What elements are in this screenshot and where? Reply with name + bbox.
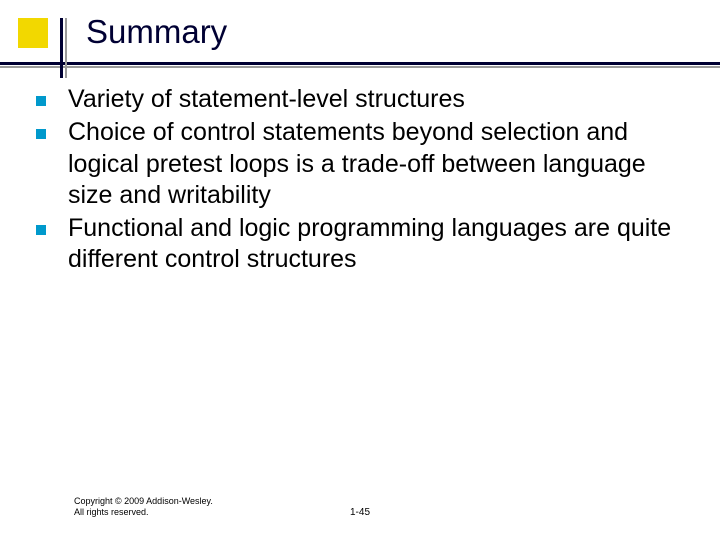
horizontal-rule-gray	[0, 66, 720, 68]
list-item: Variety of statement-level structures	[30, 84, 690, 115]
bullet-text: Choice of control statements beyond sele…	[68, 117, 690, 211]
horizontal-rule-dark	[0, 62, 720, 65]
bullet-square-icon	[36, 96, 46, 106]
vertical-rule-dark	[60, 18, 63, 78]
list-item: Choice of control statements beyond sele…	[30, 117, 690, 211]
bullet-square-icon	[36, 129, 46, 139]
footer-page-number: 1-45	[0, 507, 720, 518]
list-item: Functional and logic programming languag…	[30, 213, 690, 276]
body-area: Variety of statement-level structures Ch…	[30, 84, 690, 278]
slide-title: Summary	[86, 13, 227, 51]
vertical-rule-gray	[65, 18, 67, 78]
title-area: Summary	[0, 8, 720, 70]
bullet-text: Functional and logic programming languag…	[68, 213, 690, 276]
slide: Summary Variety of statement-level struc…	[0, 0, 720, 540]
bullet-text: Variety of statement-level structures	[68, 84, 690, 115]
accent-square	[18, 18, 48, 48]
bullet-square-icon	[36, 225, 46, 235]
